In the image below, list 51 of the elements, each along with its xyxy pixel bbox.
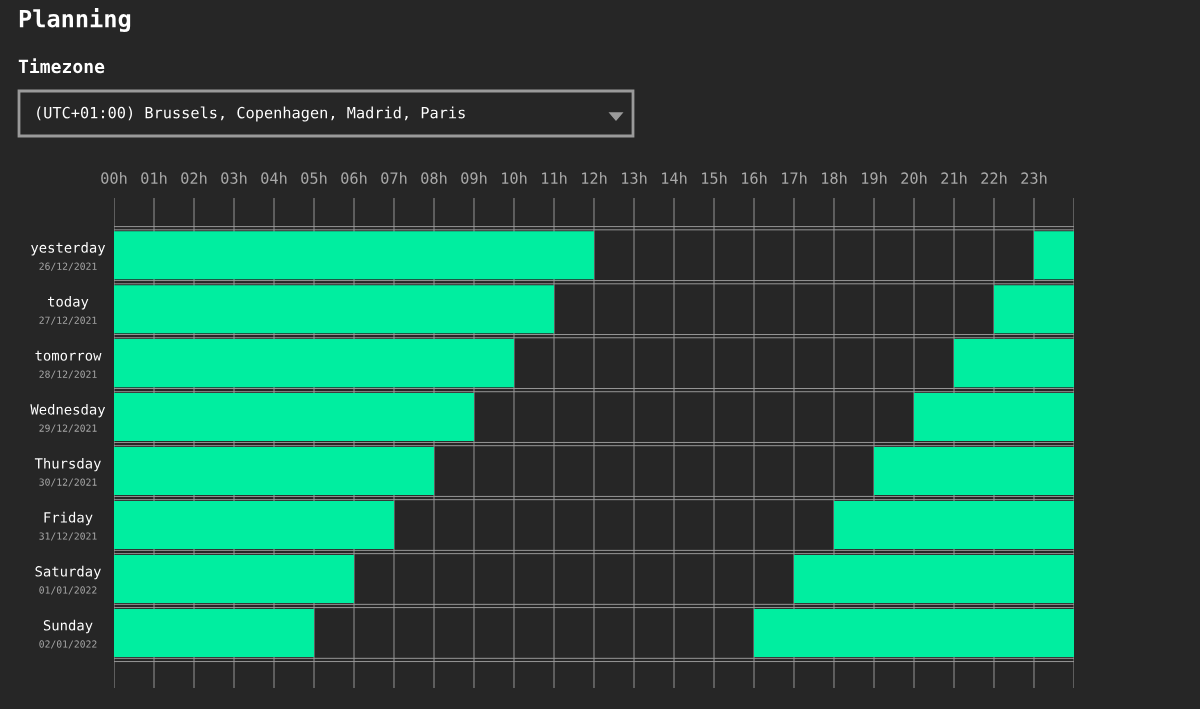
x-tick-label: 17h bbox=[782, 172, 807, 184]
y-tick-label: Sunday 02/01/2022 bbox=[39, 619, 97, 649]
x-tick-label: 19h bbox=[862, 172, 887, 184]
bar bbox=[834, 501, 1074, 550]
bar bbox=[954, 339, 1074, 388]
bar bbox=[994, 285, 1074, 334]
x-tick-label: 15h bbox=[702, 172, 727, 184]
x-tick-label: 01h bbox=[141, 172, 167, 184]
x-tick-label: 08h bbox=[421, 172, 447, 184]
x-tick-label: 02h bbox=[181, 172, 207, 184]
bar bbox=[114, 231, 594, 280]
x-tick-label: 22h bbox=[981, 172, 1007, 184]
x-tick-label: 16h bbox=[742, 172, 767, 184]
x-tick-label: 06h bbox=[341, 172, 367, 184]
y-tick-label: Saturday 01/01/2022 bbox=[35, 565, 101, 595]
y-tick-label: Friday 31/12/2021 bbox=[39, 511, 97, 541]
bar bbox=[874, 447, 1074, 496]
x-tick-label: 13h bbox=[622, 172, 647, 184]
x-tick-label: 10h bbox=[502, 172, 527, 184]
bar bbox=[114, 339, 514, 388]
x-tick-label: 09h bbox=[461, 172, 487, 184]
text: (UTC+01:00) Brussels, Copenhagen, Madrid, Paris bbox=[37, 106, 465, 122]
x-tick-label: 23h bbox=[1021, 172, 1047, 184]
x-tick-label: 04h bbox=[261, 172, 287, 184]
bar bbox=[754, 608, 1074, 657]
x-tick-label: 05h bbox=[301, 172, 327, 184]
bar bbox=[114, 608, 314, 657]
x-tick-label: 20h bbox=[901, 172, 927, 184]
chart-title: Planning bbox=[19, 7, 131, 33]
chart-subtitle: Timezone bbox=[18, 58, 105, 74]
x-tick-label: 03h bbox=[221, 172, 247, 184]
x-tick-label: 07h bbox=[381, 172, 407, 184]
bar bbox=[1034, 231, 1074, 280]
bar bbox=[114, 554, 354, 604]
bar bbox=[114, 285, 554, 334]
bar bbox=[114, 393, 474, 442]
bar bbox=[914, 393, 1074, 442]
x-tick-label: 18h bbox=[822, 172, 847, 184]
y-tick-label: tomorrow 28/12/2021 bbox=[35, 350, 102, 379]
bar bbox=[114, 447, 434, 496]
x-tick-label: 14h bbox=[662, 172, 687, 184]
y-tick-label: Thursday 30/12/2021 bbox=[34, 457, 101, 487]
y-tick-label: today 27/12/2021 bbox=[39, 296, 97, 325]
x-tick-label: 11h bbox=[542, 172, 567, 184]
bar bbox=[794, 554, 1074, 604]
bar bbox=[114, 501, 394, 550]
y-tick-label: yesterday 26/12/2021 bbox=[31, 242, 106, 271]
x-tick-label: 21h bbox=[941, 172, 967, 184]
x-tick-label: 12h bbox=[582, 172, 607, 184]
x-tick-label: 00h bbox=[101, 172, 127, 184]
y-tick-label: Wednesday 29/12/2021 bbox=[30, 403, 106, 433]
